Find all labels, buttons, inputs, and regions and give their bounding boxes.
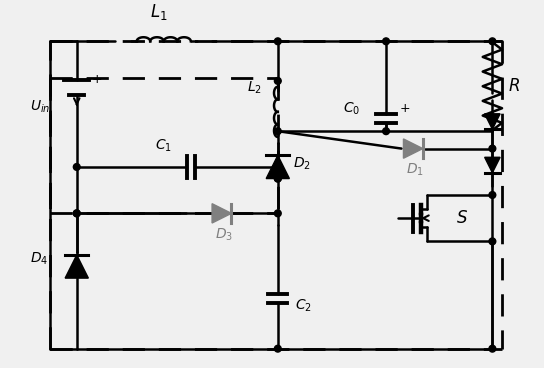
Circle shape: [489, 238, 496, 245]
Text: $R$: $R$: [508, 77, 520, 95]
Text: $D_3$: $D_3$: [215, 226, 233, 243]
Circle shape: [489, 145, 496, 152]
Circle shape: [274, 38, 281, 45]
Text: $C_2$: $C_2$: [295, 298, 312, 314]
Circle shape: [489, 192, 496, 198]
Polygon shape: [266, 155, 289, 178]
Circle shape: [274, 175, 281, 182]
Polygon shape: [65, 255, 88, 278]
Text: $D_2$: $D_2$: [293, 156, 311, 172]
Circle shape: [274, 175, 281, 182]
Circle shape: [73, 210, 80, 217]
Text: $C_0$: $C_0$: [343, 101, 360, 117]
Circle shape: [489, 345, 496, 352]
Text: +: +: [91, 74, 102, 86]
Text: $U_{in}$: $U_{in}$: [30, 99, 50, 115]
Circle shape: [274, 78, 281, 84]
Text: $D_4$: $D_4$: [29, 251, 48, 267]
Text: $L_1$: $L_1$: [150, 2, 168, 22]
Polygon shape: [485, 114, 500, 129]
Circle shape: [274, 210, 281, 217]
Circle shape: [382, 128, 390, 135]
Circle shape: [274, 345, 281, 352]
Circle shape: [382, 38, 390, 45]
Circle shape: [73, 210, 80, 217]
Circle shape: [73, 163, 80, 170]
Text: $D_1$: $D_1$: [406, 162, 424, 178]
Text: $S$: $S$: [456, 209, 468, 227]
Circle shape: [274, 128, 281, 135]
Text: +: +: [400, 102, 411, 116]
Polygon shape: [404, 139, 423, 158]
Polygon shape: [485, 157, 500, 173]
Text: $C_1$: $C_1$: [155, 138, 172, 154]
Polygon shape: [212, 204, 231, 223]
Circle shape: [489, 38, 496, 45]
Text: $L_2$: $L_2$: [247, 79, 262, 96]
